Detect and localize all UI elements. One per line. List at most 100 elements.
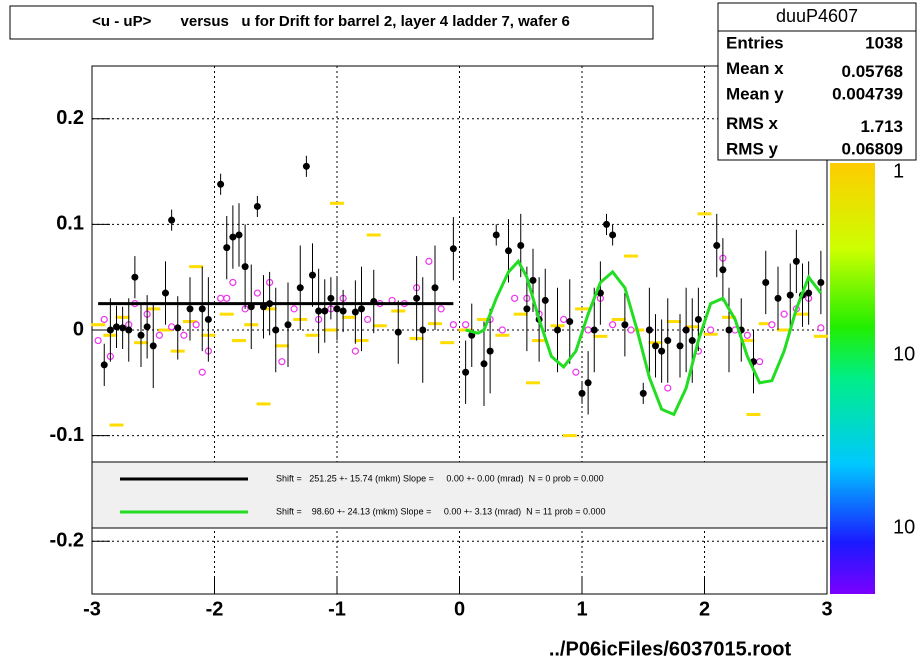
mean-point	[492, 231, 500, 239]
mean-point	[113, 323, 120, 331]
fit-line	[465, 258, 823, 417]
stats-label: RMS y	[726, 139, 779, 158]
profile-point	[425, 257, 433, 265]
mean-point	[694, 315, 702, 323]
profile-point	[498, 326, 506, 334]
bin-cell	[109, 423, 124, 427]
profile-point	[217, 294, 225, 302]
bin-cell	[513, 312, 528, 316]
profile-point	[664, 384, 672, 392]
mean-point	[198, 305, 206, 313]
profile-point	[462, 321, 470, 329]
bin-cell	[746, 412, 761, 416]
profile-point	[817, 324, 825, 332]
mean-point	[315, 307, 323, 315]
profile-point	[168, 323, 176, 331]
mean-point	[253, 202, 261, 210]
palette-label: 10	[893, 516, 915, 538]
profile-point	[155, 331, 163, 339]
mean-point	[217, 180, 225, 188]
bin-cell	[158, 328, 173, 332]
stats-label: Entries	[726, 33, 784, 52]
mean-point	[125, 326, 133, 334]
mean-point	[462, 368, 470, 376]
profile-point	[560, 315, 568, 324]
bin-cell	[758, 322, 773, 326]
mean-point	[351, 308, 359, 316]
mean-point	[596, 289, 604, 297]
mean-point	[449, 245, 457, 253]
mean-point	[119, 324, 127, 332]
legend-box	[91, 461, 828, 529]
y-tick-label: 0	[73, 318, 84, 340]
x-tick-label: 1	[576, 598, 587, 620]
profile-point	[192, 321, 200, 329]
mean-point	[621, 321, 629, 329]
title-box	[9, 5, 654, 40]
mean-point	[786, 291, 794, 299]
profile-point	[278, 358, 286, 366]
y-tick-label: -0.2	[50, 529, 84, 551]
legend-text: Shift = 98.60 +- 24.13 (mkm) Slope = 0.0…	[276, 506, 606, 516]
mean-point	[223, 244, 231, 252]
mean-point	[774, 294, 782, 302]
palette-label: 10	[893, 343, 915, 365]
mean-point	[578, 389, 586, 397]
mean-point	[106, 326, 114, 334]
mean-point	[652, 342, 659, 350]
stats-value: 0.05768	[842, 62, 903, 81]
profile-point	[94, 336, 102, 345]
mean-point	[419, 326, 427, 334]
mean-point	[609, 231, 617, 239]
mean-point	[302, 162, 310, 170]
mean-point	[486, 347, 494, 355]
stats-label: RMS x	[726, 114, 779, 133]
mean-point	[339, 307, 347, 315]
x-tick-label: 3	[821, 598, 832, 620]
profile-point	[707, 326, 715, 334]
mean-point	[358, 305, 365, 313]
profile-point	[100, 315, 108, 324]
mean-point	[321, 307, 329, 315]
profile-point	[743, 331, 751, 339]
profile-point	[351, 347, 359, 355]
y-tick-label: 0.2	[56, 107, 84, 129]
bin-cell	[495, 333, 510, 337]
stats-title: duuP4607	[776, 6, 858, 26]
profile-point	[437, 305, 445, 313]
stats-label: Mean y	[726, 84, 784, 103]
mean-point	[327, 294, 335, 302]
bin-cell	[232, 339, 246, 343]
mean-point	[480, 360, 488, 368]
bin-cell	[703, 332, 718, 336]
mean-point	[682, 326, 690, 334]
mean-point	[713, 242, 721, 250]
profile-point	[780, 310, 788, 318]
profile-point	[627, 326, 635, 334]
mean-point	[272, 326, 280, 334]
bin-cell	[666, 320, 681, 324]
mean-point	[590, 326, 598, 334]
bin-cell	[305, 333, 320, 337]
mean-point	[725, 326, 733, 334]
bin-cell	[219, 312, 234, 316]
stats-value: 0.004739	[832, 84, 903, 103]
mean-point	[603, 220, 610, 228]
mean-point	[658, 347, 666, 355]
palette-label: 1	[893, 160, 904, 182]
profile-point	[572, 368, 580, 376]
mean-point	[584, 379, 592, 387]
bin-cell	[274, 344, 289, 348]
mean-point	[235, 231, 243, 239]
bin-cell	[372, 324, 387, 328]
mean-point	[566, 318, 574, 326]
x-tick-label: -2	[206, 598, 224, 620]
mean-point	[241, 263, 249, 271]
legend-text: Shift = 251.25 +- 15.74 (mkm) Slope = 0.…	[276, 473, 604, 483]
mean-point	[505, 247, 512, 255]
bin-cell	[593, 334, 608, 338]
mean-point	[664, 337, 672, 345]
mean-point	[204, 315, 212, 323]
profile-point	[180, 331, 188, 339]
